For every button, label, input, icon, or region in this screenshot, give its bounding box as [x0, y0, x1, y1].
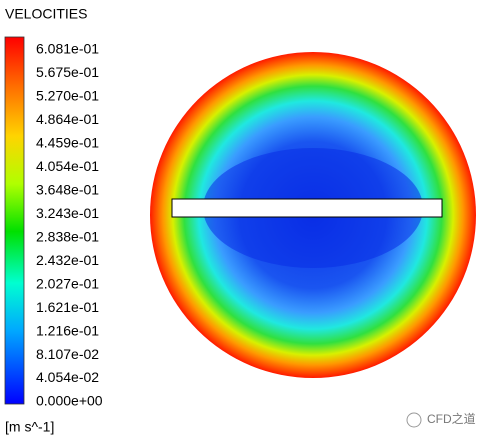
watermark-icon — [406, 412, 422, 428]
legend-label: 1.621e-01 — [36, 299, 99, 315]
legend-label: 1.216e-01 — [36, 322, 99, 338]
legend-label: 4.054e-02 — [36, 369, 99, 385]
legend-label: 3.648e-01 — [36, 182, 99, 198]
legend-label: 5.675e-01 — [36, 64, 99, 80]
legend-label: 5.270e-01 — [36, 88, 99, 104]
color-bar — [4, 36, 25, 405]
title: VELOCITIES — [5, 6, 87, 22]
legend-label: 4.864e-01 — [36, 111, 99, 127]
legend-label: 2.838e-01 — [36, 228, 99, 244]
legend-label: 6.081e-01 — [36, 41, 99, 57]
plate — [171, 198, 443, 218]
legend-label: 2.432e-01 — [36, 252, 99, 268]
legend-labels: 6.081e-01 5.675e-01 5.270e-01 4.864e-01 4.45… — [36, 41, 103, 409]
legend-label: 2.027e-01 — [36, 275, 99, 291]
watermark: CFD之道 — [427, 412, 476, 426]
legend-label: 8.107e-02 — [36, 346, 99, 362]
legend-label: 3.243e-01 — [36, 205, 99, 221]
legend-label: 0.000e+00 — [36, 393, 103, 409]
unit: [m s^-1] — [5, 419, 54, 435]
legend-label: 4.459e-01 — [36, 135, 99, 151]
legend-label: 4.054e-01 — [36, 158, 99, 174]
